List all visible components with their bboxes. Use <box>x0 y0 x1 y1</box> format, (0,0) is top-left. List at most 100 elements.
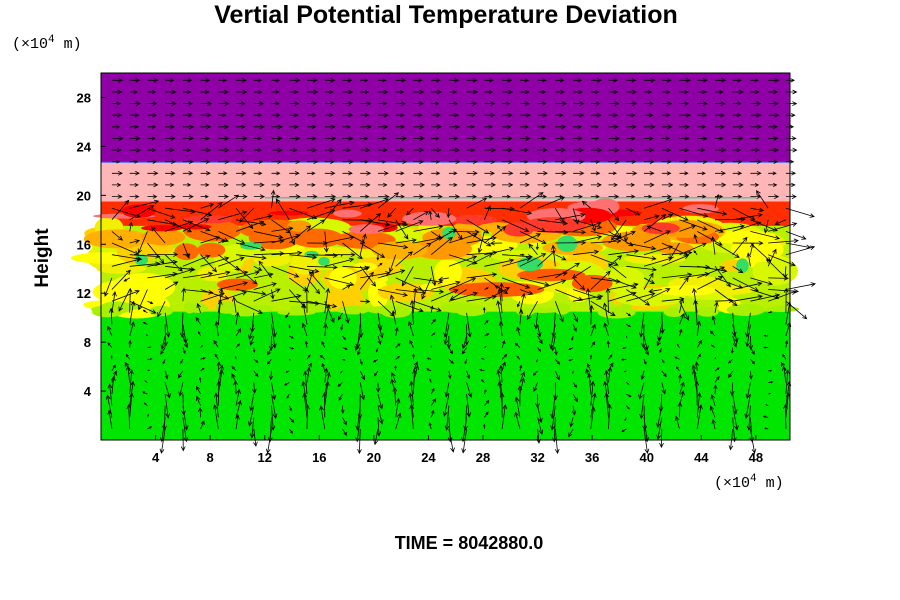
heatmap-blob <box>287 220 312 232</box>
y-unit-label: (×104 m) <box>12 34 82 53</box>
wind-vector-arrow <box>656 417 663 440</box>
wind-vector-arrow <box>622 347 627 350</box>
wind-vector-arrow <box>218 291 248 302</box>
wind-vector-arrow <box>623 231 629 243</box>
wind-vector-arrow <box>661 207 689 221</box>
wind-vector-arrow <box>236 113 245 118</box>
wind-vector-arrow <box>715 182 727 188</box>
wind-vector-arrow <box>307 183 316 187</box>
wind-vector-arrow <box>129 204 155 221</box>
heatmap-blob <box>91 305 129 314</box>
wind-vector-arrow <box>443 312 450 338</box>
wind-vector-arrow <box>502 159 514 165</box>
wind-vector-arrow <box>466 136 478 141</box>
heatmap-blob <box>248 225 301 250</box>
wind-vector-arrow <box>697 194 707 199</box>
wind-vector-arrow <box>124 361 131 372</box>
wind-vector-arrow <box>732 277 759 292</box>
wind-vector-arrow <box>590 219 596 232</box>
wind-vector-arrow <box>768 171 777 176</box>
wind-vector-arrow <box>378 136 387 141</box>
wind-vector-arrow <box>342 242 363 260</box>
wind-vector-arrow <box>271 124 283 130</box>
wind-vector-arrow <box>519 292 526 313</box>
wind-vector-arrow <box>430 318 436 325</box>
wind-vector-arrow <box>785 147 798 153</box>
wind-vector-arrow <box>430 332 436 337</box>
wind-vector-arrow <box>502 112 513 118</box>
wind-vector-arrow <box>480 357 485 360</box>
wind-vector-arrow <box>129 124 139 129</box>
wind-vector-arrow <box>337 382 343 387</box>
wind-vector-arrow <box>324 113 334 118</box>
wind-vector-arrow <box>236 159 247 164</box>
wind-vector-arrow <box>342 101 354 106</box>
wind-vector-arrow <box>236 89 248 95</box>
wind-vector-arrow <box>324 170 336 176</box>
wind-vector-arrow <box>147 124 157 129</box>
wind-vector-arrow <box>768 254 796 267</box>
wind-vector-arrow <box>590 182 602 188</box>
wind-vector-arrow <box>590 112 602 118</box>
wind-vector-arrow <box>195 316 201 325</box>
wind-vector-arrow <box>626 207 641 216</box>
wind-vector-arrow <box>768 369 773 372</box>
wind-vector-arrow <box>324 182 334 187</box>
wind-vector-arrow <box>715 194 724 199</box>
wind-vector-arrow <box>765 404 769 407</box>
wind-vector-arrow <box>750 194 762 199</box>
wind-vector-arrow <box>129 392 134 418</box>
wind-vector-arrow <box>643 230 671 244</box>
wind-vector-arrow <box>661 359 665 364</box>
wind-vector-arrow <box>537 194 547 199</box>
wind-vector-arrow <box>147 101 158 106</box>
wind-vector-arrow <box>661 159 672 164</box>
wind-vector-arrow <box>713 384 718 395</box>
wind-vector-arrow <box>200 171 211 176</box>
wind-vector-arrow <box>656 335 663 347</box>
wind-vector-arrow <box>484 319 489 325</box>
wind-vector-arrow <box>750 277 773 286</box>
y-tick-label: 24 <box>77 139 92 154</box>
wind-vector-arrow <box>714 277 744 289</box>
wind-vector-arrow <box>181 287 186 302</box>
wind-vector-arrow <box>661 296 685 302</box>
wind-vector-arrow <box>732 405 739 431</box>
wind-vector-arrow <box>395 148 405 153</box>
wind-vector-arrow <box>306 277 321 295</box>
wind-vector-arrow <box>235 400 242 418</box>
wind-vector-arrow <box>413 182 425 188</box>
heatmap-blob <box>451 214 497 225</box>
wind-vector-arrow <box>750 242 771 262</box>
wind-vector-arrow <box>785 136 797 141</box>
wind-vector-arrow <box>107 325 113 337</box>
wind-vector-arrow <box>218 101 230 106</box>
wind-vector-arrow <box>448 194 460 199</box>
wind-vector-arrow <box>768 101 779 106</box>
wind-vector-arrow <box>502 207 533 216</box>
wind-vector-arrow <box>289 194 301 199</box>
wind-vector-arrow <box>235 300 263 314</box>
wind-vector-arrow <box>182 113 193 118</box>
wind-vector-arrow <box>307 194 318 199</box>
wind-vector-arrow <box>573 89 583 95</box>
wind-vector-arrow <box>661 194 672 199</box>
wind-vector-arrow <box>502 89 514 95</box>
wind-vector-arrow <box>395 289 427 295</box>
wind-vector-arrow <box>661 147 672 153</box>
wind-vector-arrow <box>147 77 159 83</box>
wind-vector-arrow <box>394 327 399 337</box>
wind-vector-arrow <box>302 392 308 418</box>
wind-vector-arrow <box>679 124 690 130</box>
wind-vector-arrow <box>342 159 354 165</box>
wind-vector-arrow <box>231 373 237 383</box>
wind-vector-arrow <box>501 277 531 289</box>
wind-vector-arrow <box>768 147 779 153</box>
wind-vector-arrow <box>644 101 654 106</box>
wind-vector-arrow <box>715 170 726 176</box>
wind-vector-arrow <box>162 405 167 431</box>
wind-vector-arrow <box>674 415 680 430</box>
wind-vector-arrow <box>519 124 529 129</box>
wind-vector-arrow <box>603 380 609 406</box>
wind-vector-arrow <box>253 251 285 256</box>
